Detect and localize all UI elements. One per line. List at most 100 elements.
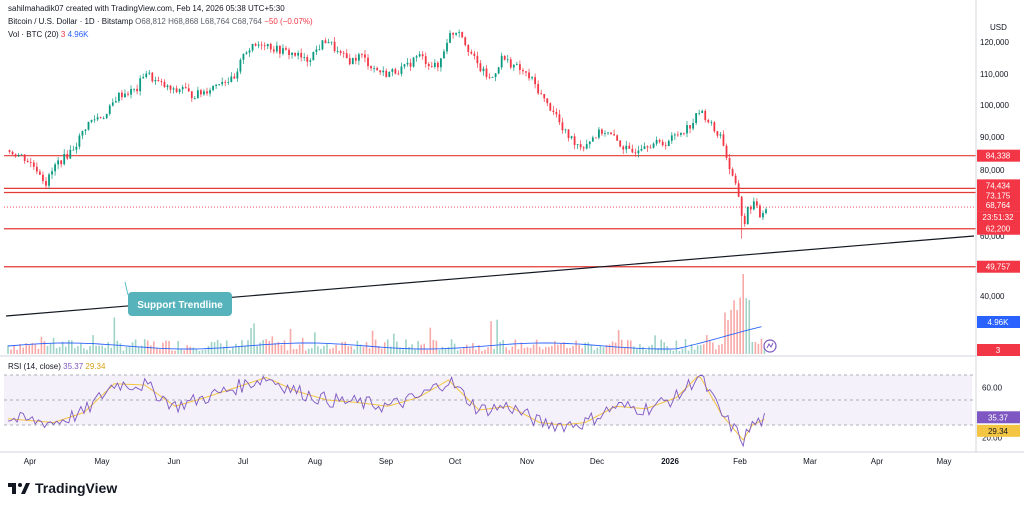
volume-bar (730, 309, 732, 354)
volume-bar (338, 350, 340, 354)
rsi-ma-line (7, 375, 765, 441)
rsi-label[interactable]: RSI (14, close) (8, 362, 61, 371)
volume-bar (693, 349, 696, 354)
volume-bar (718, 344, 720, 354)
candle (506, 54, 509, 63)
volume-bar (399, 347, 401, 354)
candle (594, 137, 597, 139)
candle (124, 89, 126, 98)
candle (558, 109, 561, 125)
candle (391, 67, 394, 77)
candle (667, 139, 670, 147)
candle (260, 41, 263, 50)
candle (458, 29, 461, 38)
volume-bar (605, 345, 608, 354)
volume-bar (623, 347, 626, 354)
candle (291, 52, 293, 59)
volume-bar (475, 349, 477, 354)
volume-bar (715, 349, 717, 354)
symbol-title[interactable]: Bitcoin / U.S. Dollar · 1D · Bitstamp (8, 17, 133, 26)
volume-bar (207, 346, 210, 354)
axis-unit-label: USD (990, 23, 1007, 32)
candle (631, 144, 634, 154)
volume-bar (566, 347, 568, 354)
volume-bar (444, 348, 447, 354)
volume-bar (86, 349, 88, 354)
volume-bar (77, 346, 79, 354)
candle (29, 158, 32, 168)
candle (412, 56, 415, 68)
candle (619, 139, 622, 148)
volume-bar (727, 320, 729, 354)
candle (692, 118, 694, 131)
candle (570, 135, 573, 140)
candle (51, 167, 53, 179)
candle (643, 142, 646, 150)
candle (257, 41, 260, 49)
rsi-ma-label: 29.34 (988, 427, 1009, 436)
volume-bar (453, 343, 456, 354)
candle (54, 162, 56, 176)
volume-bar (341, 342, 343, 354)
candle (491, 76, 494, 78)
volume-bar (465, 344, 468, 354)
volume-bar (289, 328, 292, 354)
volume-bar (350, 346, 353, 354)
candle (242, 53, 245, 64)
settings-gear-icon[interactable] (763, 339, 777, 353)
volume-bar (547, 347, 550, 354)
candle (695, 113, 698, 125)
candle (151, 72, 154, 83)
candle (111, 98, 114, 107)
volume-bar (156, 347, 158, 354)
volume-bar (198, 350, 201, 354)
volume-bar (557, 344, 559, 354)
candle (752, 197, 755, 211)
candle (72, 145, 75, 151)
candle (473, 50, 476, 60)
price-tick-label: 120,000 (980, 38, 1009, 47)
candle (96, 113, 99, 122)
candle (765, 207, 767, 215)
volume-bar (481, 350, 483, 354)
candle (470, 49, 473, 55)
volume-bar (514, 339, 517, 354)
volume-bar (386, 339, 389, 354)
volume-bar (67, 339, 70, 354)
candle (464, 36, 467, 47)
support-trendline-callout[interactable]: Support Trendline (124, 281, 232, 316)
volume-bar (663, 342, 666, 354)
volume-bar (16, 350, 18, 354)
candle (634, 148, 637, 157)
volume-label[interactable]: Vol · BTC (20) (8, 30, 59, 39)
time-tick-label: Feb (733, 457, 747, 466)
candle (373, 65, 375, 73)
candle (282, 44, 284, 56)
volume-bar (143, 339, 146, 354)
volume-bar (180, 349, 182, 354)
open-value: O68,812 (135, 17, 166, 26)
candle (187, 83, 190, 93)
volume-bar (219, 343, 222, 354)
volume-bar (183, 350, 186, 354)
candle (93, 115, 96, 123)
volume-bar (356, 340, 359, 354)
candle (136, 84, 139, 95)
volume-bar (317, 346, 319, 354)
level-badge (977, 222, 1020, 235)
candle (573, 133, 576, 150)
candle (285, 45, 287, 51)
candle (601, 128, 603, 136)
candle (613, 129, 615, 137)
tradingview-brand[interactable]: TradingView (8, 480, 117, 496)
candle (710, 120, 713, 126)
callout-text: Support Trendline (137, 300, 223, 311)
volume-bar (122, 350, 125, 354)
candle (731, 167, 734, 177)
time-tick-label: May (94, 457, 109, 466)
volume-bar (633, 346, 635, 354)
volume-bar (405, 339, 407, 354)
volume-bar (204, 349, 207, 354)
candle (370, 65, 372, 72)
